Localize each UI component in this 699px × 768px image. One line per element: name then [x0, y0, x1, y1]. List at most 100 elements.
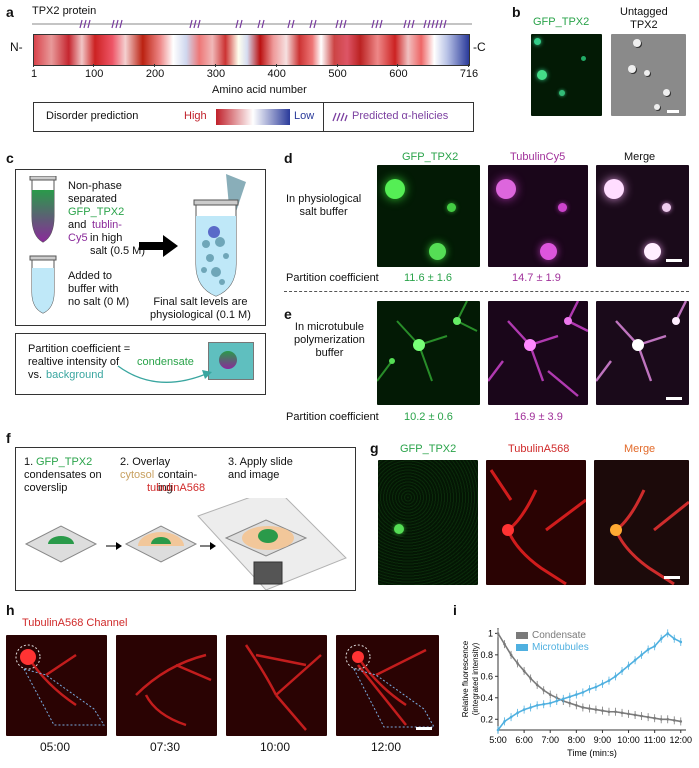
helix-glyph — [111, 19, 115, 29]
data-point — [548, 693, 552, 696]
axis-tick — [336, 64, 338, 67]
data-point — [542, 688, 545, 692]
data-point — [575, 693, 578, 696]
helix-glyph — [287, 19, 291, 29]
helix-glyph — [87, 19, 91, 29]
data-point — [581, 691, 585, 694]
helix-glyph — [119, 19, 123, 29]
legend-high-label: High — [184, 110, 207, 122]
data-point — [659, 717, 663, 721]
data-point — [509, 653, 513, 657]
g-tubulin-image — [486, 460, 586, 585]
f-step1-text: condensates on coverslip — [24, 469, 102, 494]
d-pc-tubulin-value: 14.7 ± 1.9 — [512, 272, 561, 284]
data-point — [522, 669, 526, 673]
c-main-box: Non-phase separated GFP_TPX2 and tublin-… — [15, 169, 266, 326]
legend-swatch — [516, 644, 528, 651]
x-tick-label: 11:00 — [644, 735, 666, 745]
f-step2-tubulin: tubulinA568 — [147, 482, 206, 494]
data-point — [666, 632, 670, 635]
disorder-prediction-bar — [33, 34, 470, 66]
c-high-salt-text: in high salt (0.5 M) — [90, 232, 146, 257]
amino-acid-axis-label: Amino acid number — [212, 84, 307, 96]
y-tick-label: 0.2 — [480, 714, 493, 724]
b-gfp-label: GFP_TPX2 — [533, 16, 590, 28]
helix-glyph — [407, 19, 411, 29]
helix-glyph — [257, 19, 261, 29]
legend-label: Condensate — [532, 630, 586, 641]
x-axis-label: Time (min:s) — [567, 748, 617, 758]
data-point — [542, 702, 545, 706]
data-point — [594, 685, 598, 689]
c-condensate-text: condensate — [137, 356, 194, 368]
helix-glyph — [411, 19, 415, 29]
x-tick-label: 7:00 — [541, 735, 559, 745]
y-axis-label-2: (integrated intensity) — [471, 642, 480, 715]
panel-label-h: h — [6, 602, 15, 618]
data-point — [666, 717, 670, 721]
helix-glyph — [439, 19, 443, 29]
panel-label-e: e — [284, 306, 292, 322]
legend-swatch — [516, 632, 528, 639]
data-point — [548, 701, 552, 705]
f-step2-a: 2. Overlay — [120, 456, 171, 468]
helix-glyph — [371, 19, 375, 29]
data-point — [614, 675, 617, 678]
data-point — [659, 637, 663, 641]
fluorescence-chart: 0.2 0.4 0.6 0.8 1 5:00 6:00 7:00 8:00 9:00 10:00 11… — [461, 628, 693, 758]
helix-legend-icon — [332, 112, 348, 122]
legend-helix-label: Predicted α-helicies — [352, 110, 449, 122]
data-point — [601, 682, 604, 686]
data-point — [568, 701, 572, 705]
c-and-text: and — [68, 219, 87, 231]
c-pc-line2: realtive intensity of — [28, 356, 120, 368]
helix-glyph — [379, 19, 383, 29]
d-merge-image — [596, 165, 689, 267]
helix-glyph — [189, 19, 193, 29]
helix-glyph — [193, 19, 197, 29]
helix-glyph — [291, 19, 295, 29]
h-title: TubulinA568 Channel — [22, 617, 128, 629]
legend-label: Microtubules — [532, 642, 589, 653]
helix-glyph — [435, 19, 439, 29]
data-point — [496, 728, 500, 732]
d-pc-label: Partition coefficient — [286, 272, 379, 284]
g-gfp-image — [378, 460, 478, 585]
f-box: 1. GFP_TPX2 condensates on coverslip 2. … — [15, 447, 356, 591]
protein-title: TPX2 protein — [32, 5, 97, 17]
h-frame-1 — [6, 635, 107, 736]
axis-tick-label: 1 — [30, 68, 38, 80]
x-tick-label: 8:00 — [568, 735, 586, 745]
legend-gradient — [216, 109, 290, 125]
data-point — [620, 669, 624, 673]
x-tick-label: 10:00 — [617, 735, 640, 745]
d-pc-gfp-value: 11.6 ± 1.6 — [404, 272, 453, 284]
f-diagram — [24, 498, 347, 590]
axis-tick — [397, 64, 399, 67]
data-point — [503, 720, 506, 723]
helix-glyph — [313, 19, 317, 29]
data-point — [509, 715, 513, 719]
helix-glyph — [239, 19, 243, 29]
tubes-left — [29, 176, 57, 314]
data-point — [633, 713, 637, 717]
c-final-text: Final salt levels are physiological (0.1… — [150, 296, 251, 321]
c-partition-box: Partition coefficient = realtive intensi… — [15, 333, 266, 395]
c-curve-arrow — [117, 365, 212, 383]
data-point — [516, 711, 519, 715]
e-tubulin-image — [488, 301, 588, 405]
x-tick-label: 12:00 — [670, 735, 693, 745]
data-point — [646, 648, 650, 651]
x-tick-label: 9:00 — [594, 735, 612, 745]
axis-tick-label: 100 — [85, 68, 104, 80]
data-point — [561, 697, 565, 701]
c-gfp-text: GFP_TPX2 — [68, 206, 125, 218]
f-step2-c: contain- ing — [158, 469, 198, 494]
g-merge-image — [594, 460, 689, 585]
helix-glyph — [115, 19, 119, 29]
helix-glyph — [309, 19, 313, 29]
panel-label-f: f — [6, 430, 11, 446]
c-pc-line1: Partition coefficient = — [28, 343, 131, 355]
e-gfp-image — [377, 301, 480, 405]
axis-tick — [275, 64, 277, 67]
